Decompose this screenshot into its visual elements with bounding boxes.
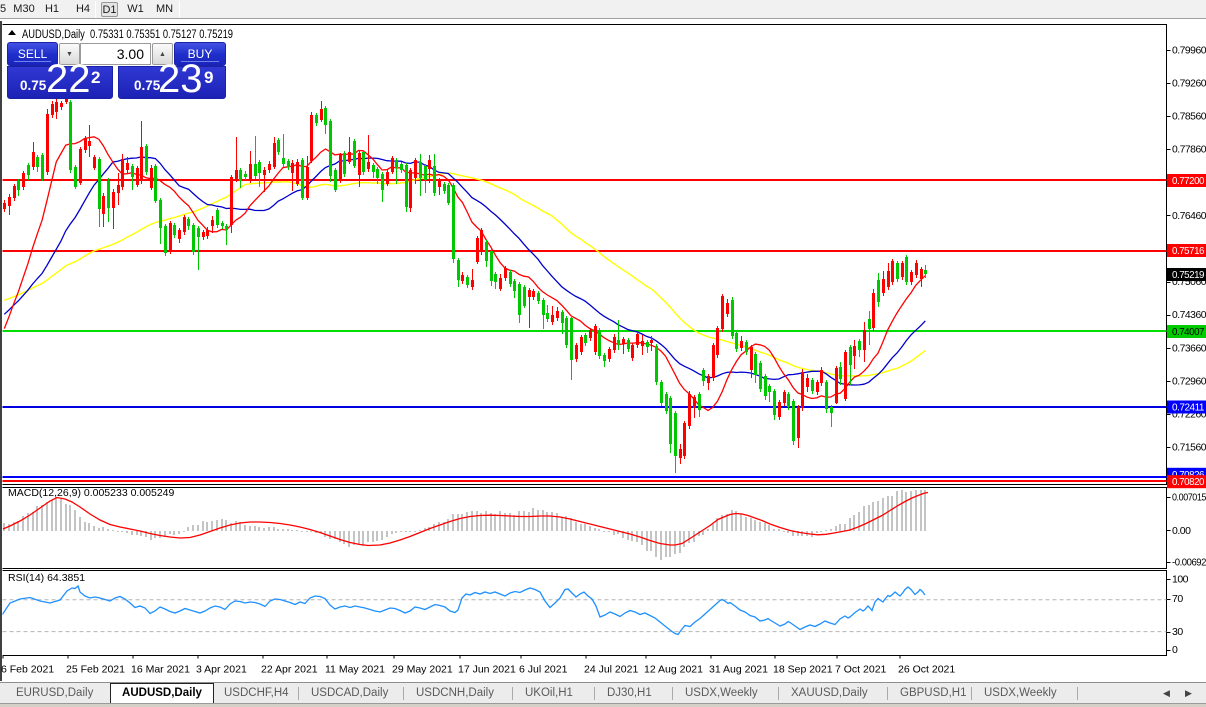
svg-text:0.77200: 0.77200	[1172, 175, 1205, 187]
svg-text:0.73660: 0.73660	[1172, 342, 1206, 354]
svg-text:0.77860: 0.77860	[1172, 144, 1206, 156]
svg-text:0.74360: 0.74360	[1172, 309, 1206, 321]
svg-text:RSI(14) 64.3851: RSI(14) 64.3851	[8, 572, 85, 584]
svg-text:0: 0	[1172, 644, 1178, 656]
svg-text:0.71560: 0.71560	[1172, 442, 1206, 454]
svg-text:11 May 2021: 11 May 2021	[325, 664, 385, 676]
svg-text:0.79960: 0.79960	[1172, 44, 1206, 56]
svg-text:0.76460: 0.76460	[1172, 210, 1206, 222]
svg-text:-0.00692: -0.00692	[1172, 557, 1206, 569]
svg-text:0.00: 0.00	[1172, 525, 1191, 537]
svg-text:25 Feb 2021: 25 Feb 2021	[66, 664, 125, 676]
svg-text:12 Aug 2021: 12 Aug 2021	[644, 664, 703, 676]
svg-text:0.79260: 0.79260	[1172, 78, 1206, 90]
svg-text:7 Oct 2021: 7 Oct 2021	[835, 664, 887, 676]
svg-text:0.70820: 0.70820	[1172, 476, 1205, 488]
svg-text:31 Aug 2021: 31 Aug 2021	[709, 664, 768, 676]
svg-text:70: 70	[1172, 593, 1183, 605]
svg-text:100: 100	[1172, 574, 1189, 586]
svg-text:6 Jul 2021: 6 Jul 2021	[519, 664, 568, 676]
svg-text:17 Jun 2021: 17 Jun 2021	[458, 664, 516, 676]
svg-text:0.78560: 0.78560	[1172, 111, 1206, 123]
svg-text:22 Apr 2021: 22 Apr 2021	[261, 664, 318, 676]
svg-text:29 May 2021: 29 May 2021	[392, 664, 453, 676]
svg-text:18 Sep 2021: 18 Sep 2021	[773, 664, 833, 676]
svg-text:0.75219: 0.75219	[1172, 269, 1205, 281]
svg-text:MACD(12,26,9) 0.005233 0.00524: MACD(12,26,9) 0.005233 0.005249	[8, 487, 175, 499]
svg-text:0.74007: 0.74007	[1172, 326, 1205, 338]
svg-text:30: 30	[1172, 626, 1183, 638]
svg-text:16 Mar 2021: 16 Mar 2021	[131, 664, 190, 676]
svg-text:0.007015: 0.007015	[1172, 492, 1206, 504]
svg-text:0.72411: 0.72411	[1172, 402, 1205, 414]
svg-text:3 Apr 2021: 3 Apr 2021	[196, 664, 247, 676]
svg-text:6 Feb 2021: 6 Feb 2021	[1, 664, 54, 676]
svg-text:0.75716: 0.75716	[1172, 245, 1205, 257]
svg-text:AUDUSD,Daily 0.75331 0.75351: AUDUSD,Daily 0.75331 0.75351 0.75127 0.7…	[22, 29, 233, 41]
svg-text:24 Jul 2021: 24 Jul 2021	[584, 664, 638, 676]
svg-text:0.72960: 0.72960	[1172, 375, 1206, 387]
svg-text:26 Oct 2021: 26 Oct 2021	[898, 664, 955, 676]
